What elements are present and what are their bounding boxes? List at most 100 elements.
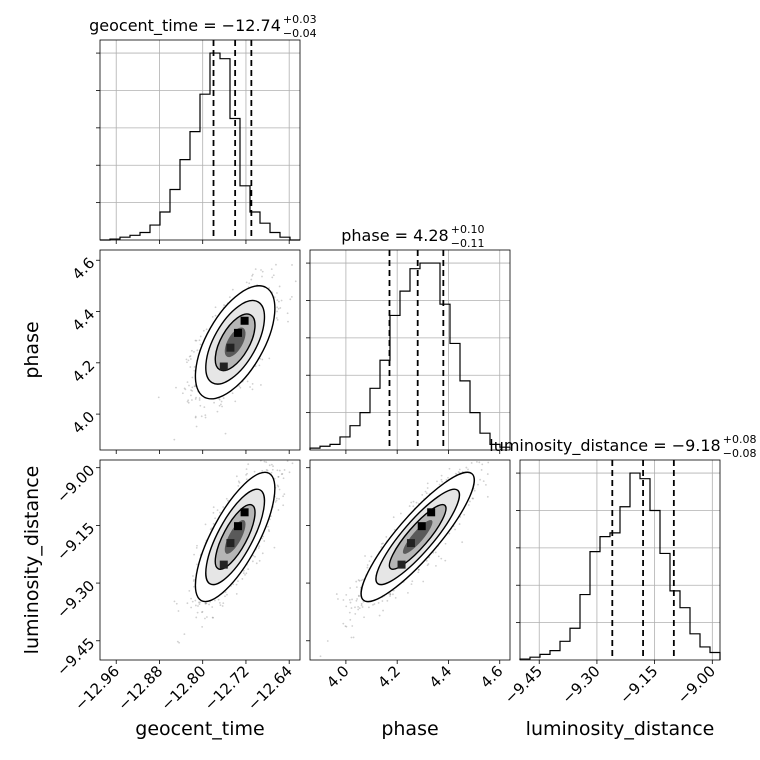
y-tick-label-phase: 4.4 [69,305,99,335]
scatter-point [194,415,197,418]
scatter-point [471,497,474,500]
scatter-point [237,485,240,487]
y-tick-label-phase: 4.2 [69,356,99,386]
scatter-point [198,399,201,401]
scatter-point [175,602,178,605]
scatter-point [344,625,347,628]
scatter-point [204,617,206,620]
y-tick-label-phase: 4.0 [69,408,99,438]
scatter-point [191,389,194,392]
scatter-point [382,609,384,612]
scatter-point [191,386,194,389]
scatter-point [222,397,225,399]
scatter-point [412,500,415,503]
scatter-point [394,596,397,599]
scatter-point [345,605,348,608]
scatter-point [251,560,254,563]
scatter-point [195,396,197,399]
scatter-point [196,349,199,352]
scatter-point [214,517,217,520]
scatter-point [188,589,191,592]
scatter-point [247,568,250,571]
scatter-point [366,566,369,569]
scatter-point [355,586,358,589]
scatter-point [193,578,196,581]
scatter-point [195,339,198,342]
scatter-point [199,601,201,604]
scatter-point [205,457,207,459]
scatter-point [277,476,280,478]
scatter-point [186,361,188,364]
density-cell-2 [427,508,436,517]
panel-frame [309,459,511,661]
scatter-point [253,470,256,473]
scatter-point [447,476,449,479]
contour-line-1 [205,488,266,586]
x-axis-label-geocent_time: geocent_time [135,718,264,740]
scatter-point [377,602,380,604]
scatter-point [204,602,207,605]
scatter-point [281,472,284,475]
x-tick-label-luminosity_distance: −9.30 [559,662,604,707]
contour-line-0 [360,471,475,603]
scatter-point [208,603,210,606]
scatter-point [204,416,207,419]
scatter-point [199,404,202,407]
scatter-point [350,607,353,609]
scatter-point [436,480,438,483]
scatter-point [193,366,196,368]
scatter-point [426,487,429,489]
title-upper-error: +0.03 [283,13,317,26]
scatter-point [393,528,396,531]
scatter-point [261,552,264,555]
scatter-point [189,358,192,360]
scatter-point [349,618,352,621]
scatter-point [484,483,487,486]
grid-lines [520,460,720,660]
scatter-point [478,461,481,464]
scatter-point [278,469,281,472]
scatter-point [270,268,273,271]
scatter-point [422,580,425,583]
scatter-point [196,563,198,566]
axis-labels: geocent_time phase luminosity_distancephas… [21,321,714,740]
contour-line-2 [214,313,256,372]
scatter-point [466,445,468,447]
scatter-point [251,273,254,276]
scatter-point [337,598,339,600]
scatter-point [278,497,280,500]
x-tick-label-luminosity_distance: −9.15 [616,662,661,707]
scatter-point [425,559,428,562]
scatter-point [205,602,207,605]
scatter-point [358,595,360,597]
panels [96,39,721,664]
scatter-point [191,349,193,352]
scatter-point [271,468,274,471]
scatter-point [227,499,229,502]
scatter-point [270,463,273,466]
scatter-panel-geocent_time-vs-phase [96,241,301,459]
scatter-point [279,307,282,309]
scatter-point [289,298,292,301]
scatter-point [280,473,283,476]
scatter-point [266,241,268,243]
scatter-point [342,599,345,601]
scatter-point [426,564,429,567]
scatter-point [421,493,424,496]
scatter-point [187,401,190,404]
scatter-point [254,555,256,558]
scatter-point [272,452,274,454]
scatter-point [372,603,374,606]
scatter-point [228,296,231,299]
x-tick-label-geocent_time: −12.72 [201,662,253,714]
scatter-point [194,599,197,602]
scatter-point [258,545,261,548]
scatter-point [265,468,268,471]
scatter-point [351,598,353,601]
scatter-point [204,414,207,417]
scatter-point [245,572,248,575]
scatter-point [457,471,460,473]
scatter-point [220,400,223,403]
scatter-point [465,466,468,469]
scatter-point [287,320,289,323]
